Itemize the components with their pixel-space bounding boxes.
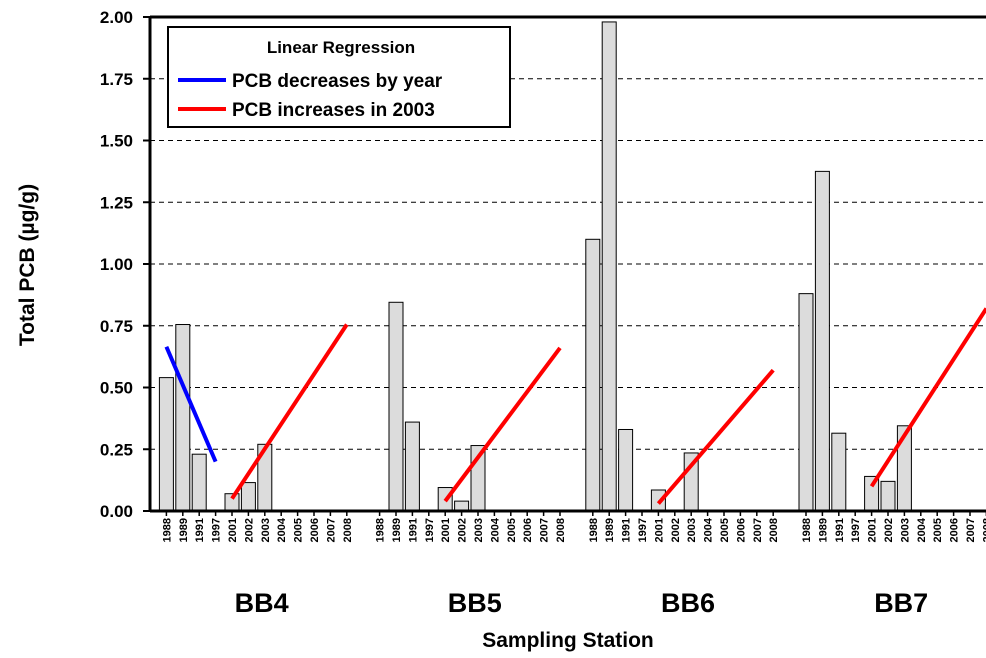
y-tick-label: 1.75 xyxy=(100,70,133,89)
bar xyxy=(618,428,634,512)
regression-line xyxy=(656,368,775,505)
x-tick-label: 2007 xyxy=(539,518,551,542)
x-tick-label: 2004 xyxy=(276,517,288,542)
regression-line xyxy=(164,345,218,463)
x-tick-label: 2008 xyxy=(768,518,780,542)
x-tick-label: 2005 xyxy=(719,518,731,542)
x-tick-label: 2006 xyxy=(735,518,747,542)
x-tick-label: 2007 xyxy=(325,518,337,542)
x-tick-label: 1988 xyxy=(801,518,813,542)
group-label: BB7 xyxy=(874,588,928,618)
bar xyxy=(175,324,191,512)
bar xyxy=(814,170,830,512)
legend-label: PCB increases in 2003 xyxy=(232,100,435,121)
x-tick-label: 1997 xyxy=(424,518,436,542)
x-tick-label: 1991 xyxy=(194,518,206,542)
x-tick-label: 2001 xyxy=(867,518,879,542)
legend-title: Linear Regression xyxy=(267,38,415,57)
x-tick-label: 2001 xyxy=(653,518,665,542)
x-axis-label: Sampling Station xyxy=(482,629,654,652)
x-tick-label: 2005 xyxy=(506,518,518,542)
bar xyxy=(240,482,256,512)
x-tick-label: 1989 xyxy=(391,518,403,542)
x-tick-label: 2002 xyxy=(243,518,255,542)
x-tick-label: 2005 xyxy=(932,518,944,542)
y-tick-label: 1.25 xyxy=(100,193,133,212)
group-label: BB5 xyxy=(448,588,502,618)
x-tick-label: 2001 xyxy=(440,518,452,542)
y-tick-label: 1.00 xyxy=(100,255,133,274)
y-tick-label: 2.00 xyxy=(100,8,133,27)
x-tick-label: 2008 xyxy=(981,518,986,542)
regression-line xyxy=(869,307,986,488)
x-tick-label: 2003 xyxy=(260,518,272,542)
bar xyxy=(404,421,420,512)
x-tick-label: 2002 xyxy=(670,518,682,542)
x-tick-label: 1997 xyxy=(637,518,649,542)
x-tick-label: 2007 xyxy=(965,518,977,542)
x-tick-label: 2003 xyxy=(473,518,485,542)
legend-label: PCB decreases by year xyxy=(232,71,443,92)
x-tick-label: 2007 xyxy=(752,518,764,542)
x-tick-label: 2002 xyxy=(457,518,469,542)
regression-line xyxy=(230,323,349,500)
x-tick-label: 2008 xyxy=(342,518,354,542)
x-tick-label: 1997 xyxy=(850,518,862,542)
x-tick-label: 1997 xyxy=(211,518,223,542)
x-tick-label: 2006 xyxy=(949,518,961,542)
x-tick-label: 1988 xyxy=(375,518,387,542)
y-tick-label: 0.50 xyxy=(100,379,133,398)
x-tick-label: 1991 xyxy=(834,518,846,542)
x-tick-label: 1991 xyxy=(621,518,633,542)
y-axis-label: Total PCB (µg/g) xyxy=(16,184,39,346)
x-tick-label: 2006 xyxy=(309,518,321,542)
x-tick-label: 1991 xyxy=(407,518,419,542)
x-tick-label: 1989 xyxy=(178,518,190,542)
bar xyxy=(798,293,814,512)
bar xyxy=(601,21,617,512)
x-tick-label: 1989 xyxy=(817,518,829,542)
bar xyxy=(585,238,601,512)
bar xyxy=(158,377,174,512)
bar xyxy=(831,432,847,512)
x-tick-label: 1988 xyxy=(161,518,173,542)
group-label: BB6 xyxy=(661,588,715,618)
bar xyxy=(880,480,896,512)
x-tick-label: 1988 xyxy=(588,518,600,542)
x-tick-label: 2001 xyxy=(227,518,239,542)
y-tick-label: 1.50 xyxy=(100,132,133,151)
x-tick-label: 2005 xyxy=(293,518,305,542)
regression-line xyxy=(443,346,562,503)
y-tick-label: 0.00 xyxy=(100,502,133,521)
x-tick-label: 2004 xyxy=(489,517,501,542)
x-tick-label: 2003 xyxy=(686,518,698,542)
group-label: BB4 xyxy=(235,588,289,618)
bar xyxy=(388,301,404,512)
x-tick-label: 2008 xyxy=(555,518,567,542)
x-tick-label: 2003 xyxy=(899,518,911,542)
y-tick-label: 0.25 xyxy=(100,440,133,459)
y-tick-label: 0.75 xyxy=(100,317,133,336)
x-tick-label: 2006 xyxy=(522,518,534,542)
x-tick-label: 1989 xyxy=(604,518,616,542)
x-tick-label: 2004 xyxy=(703,517,715,542)
x-tick-label: 2004 xyxy=(916,517,928,542)
x-tick-label: 2002 xyxy=(883,518,895,542)
bar xyxy=(191,453,207,512)
